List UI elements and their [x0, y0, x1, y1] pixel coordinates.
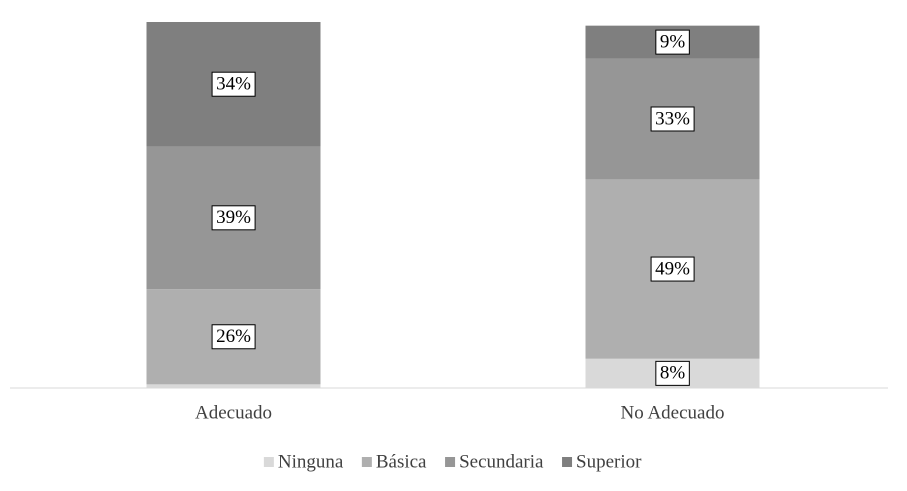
x-tick-label: Adecuado [195, 402, 272, 423]
value-label-box [650, 106, 695, 132]
legend-swatch [263, 457, 274, 467]
legend-swatch [445, 457, 456, 467]
legend-swatch [361, 457, 372, 467]
legend-swatch [562, 457, 573, 467]
legend-label: Secundaria [459, 451, 544, 472]
value-label: 9% [660, 31, 686, 52]
value-label: 8% [660, 363, 686, 384]
value-label: 33% [655, 108, 690, 129]
legend-label: Ninguna [278, 451, 344, 472]
x-tick-label: No Adecuado [621, 402, 725, 423]
value-label-box [655, 29, 690, 55]
legend-label: Superior [576, 451, 642, 472]
value-label: 26% [216, 326, 251, 347]
value-label-box [655, 360, 690, 386]
value-label-box [211, 324, 256, 350]
bar-segment [146, 384, 321, 388]
legend-label: Básica [376, 451, 427, 472]
value-label: 39% [216, 207, 251, 228]
value-label-box [211, 205, 256, 231]
value-label: 34% [216, 74, 251, 95]
value-label-box [650, 256, 695, 282]
value-label: 49% [655, 258, 690, 279]
value-label-box [211, 71, 256, 97]
